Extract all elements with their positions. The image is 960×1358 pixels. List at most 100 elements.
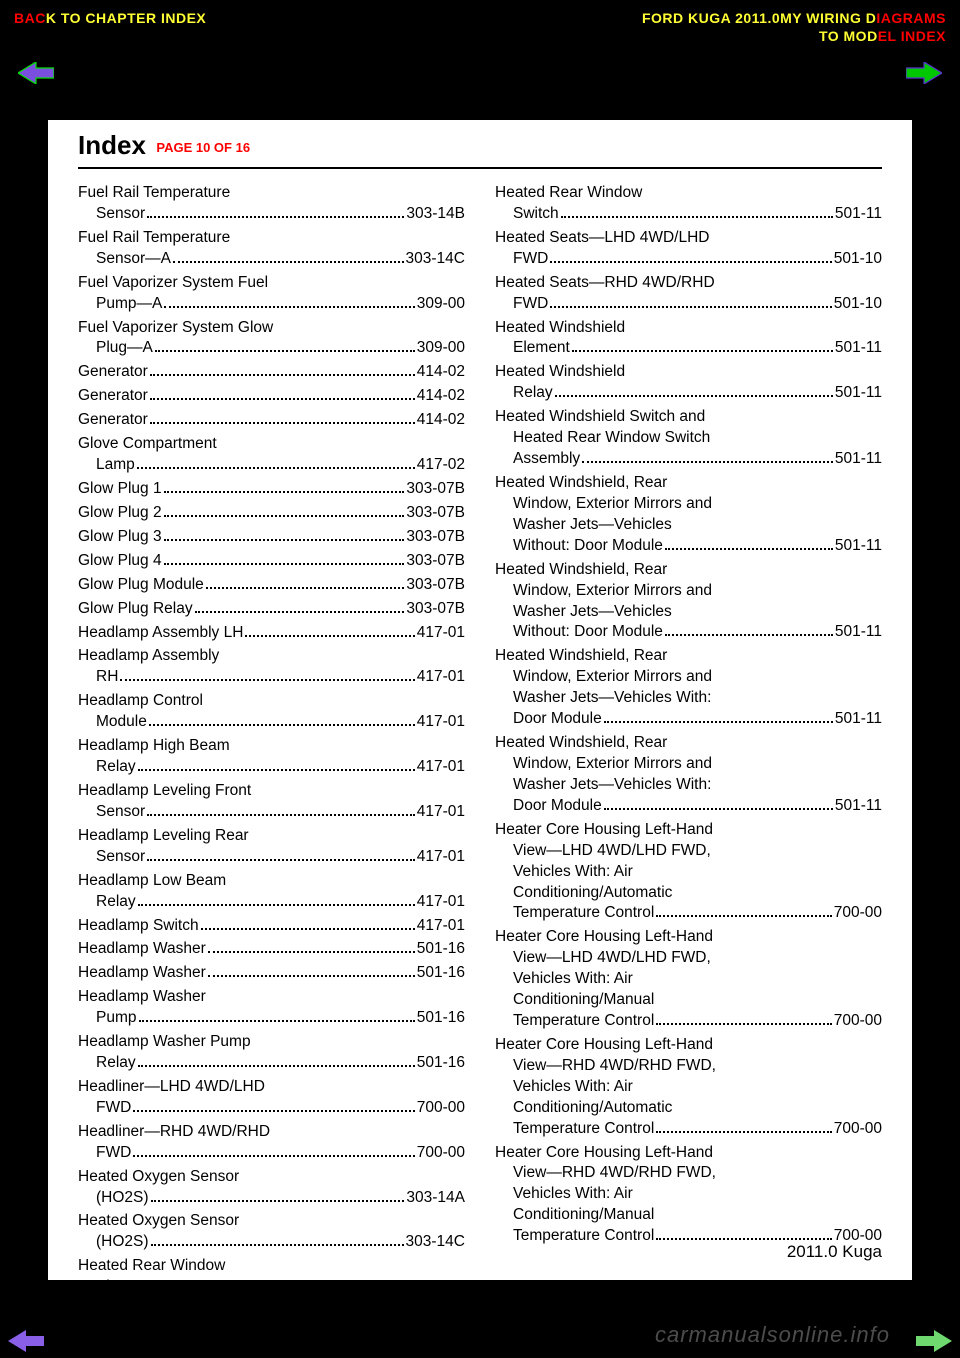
index-entry[interactable]: Headlamp Washer PumpRelay501-16: [78, 1032, 465, 1074]
next-page-arrow[interactable]: [906, 62, 942, 84]
index-entry[interactable]: Fuel Vaporizer System GlowPlug—A309-00: [78, 318, 465, 360]
index-entry-label: Headlamp Switch: [78, 916, 199, 937]
index-entry[interactable]: Generator414-02: [78, 362, 465, 383]
index-entry[interactable]: Heated Windshield Switch andHeated Rear …: [495, 407, 882, 470]
index-entry[interactable]: Heated Rear WindowSwitch501-11: [495, 183, 882, 225]
index-entry[interactable]: Headliner—LHD 4WD/LHDFWD700-00: [78, 1077, 465, 1119]
index-entry[interactable]: Heated Windshield, RearWindow, Exterior …: [495, 646, 882, 730]
index-entry-label: FWD: [96, 1098, 131, 1119]
index-entry-label: Relay: [96, 1053, 136, 1074]
index-entry-label: Pump—A: [96, 294, 162, 315]
index-entry[interactable]: Headlamp WasherPump501-16: [78, 987, 465, 1029]
index-entry-label: Temperature Control: [513, 1226, 654, 1247]
index-entry-ref: 414-02: [417, 362, 465, 383]
index-entry-label: Temperature Control: [513, 1119, 654, 1140]
leader-dots: [120, 679, 414, 681]
index-entry-line: Heated Windshield, Rear: [495, 560, 882, 581]
leader-dots: [139, 1020, 415, 1022]
to-model-index-link[interactable]: TO MODEL INDEX: [642, 28, 946, 44]
index-entry[interactable]: Heated Windshield, RearWindow, Exterior …: [495, 473, 882, 557]
index-entry-line: Vehicles With: Air: [495, 1077, 882, 1098]
index-entry[interactable]: Headlamp Low BeamRelay417-01: [78, 871, 465, 913]
index-entry[interactable]: Glow Plug Relay303-07B: [78, 599, 465, 620]
index-entry[interactable]: Glow Plug 4303-07B: [78, 551, 465, 572]
index-entry[interactable]: Glow Plug 1303-07B: [78, 479, 465, 500]
next-page-arrow-bottom[interactable]: [916, 1330, 952, 1352]
index-entry-ref: 303-14B: [406, 204, 465, 225]
leader-dots: [195, 611, 405, 613]
index-entry[interactable]: Heated Oxygen Sensor(HO2S)303-14A: [78, 1167, 465, 1209]
leader-dots: [138, 769, 415, 771]
index-entry-line: Conditioning/Manual: [495, 1205, 882, 1226]
index-entry[interactable]: Heater Core Housing Left-HandView—RHD 4W…: [495, 1035, 882, 1140]
index-columns: Fuel Rail TemperatureSensor303-14BFuel R…: [78, 183, 882, 1346]
index-entry[interactable]: Generator414-02: [78, 410, 465, 431]
index-entry-line: Heater Core Housing Left-Hand: [495, 1035, 882, 1056]
index-entry[interactable]: Headlamp Assembly LH417-01: [78, 623, 465, 644]
index-entry[interactable]: Headlamp Leveling RearSensor417-01: [78, 826, 465, 868]
index-entry-ref: 501-11: [835, 449, 882, 470]
index-entry-ref: 700-00: [834, 1011, 882, 1032]
index-entry-ref: 417-01: [417, 916, 465, 937]
index-entry[interactable]: Fuel Rail TemperatureSensor303-14B: [78, 183, 465, 225]
leader-dots: [164, 306, 414, 308]
index-entry[interactable]: Headlamp Leveling FrontSensor417-01: [78, 781, 465, 823]
leader-dots: [656, 1023, 831, 1025]
index-entry[interactable]: Headlamp High BeamRelay417-01: [78, 736, 465, 778]
prev-page-arrow-bottom[interactable]: [8, 1330, 44, 1352]
index-entry-line: View—RHD 4WD/RHD FWD,: [495, 1163, 882, 1184]
index-entry[interactable]: Headlamp AssemblyRH417-01: [78, 646, 465, 688]
index-entry-ref: 417-01: [417, 757, 465, 778]
index-entry-ref: 309-00: [417, 338, 465, 359]
index-entry[interactable]: Glow Plug 2303-07B: [78, 503, 465, 524]
index-entry[interactable]: Heater Core Housing Left-HandView—RHD 4W…: [495, 1143, 882, 1248]
index-entry-label: Temperature Control: [513, 903, 654, 924]
index-entry[interactable]: Heater Core Housing Left-HandView—LHD 4W…: [495, 820, 882, 925]
model-link-part1: TO MOD: [819, 28, 878, 44]
leader-dots: [138, 904, 415, 906]
leader-dots: [164, 515, 405, 517]
back-to-chapter-link[interactable]: BACK TO CHAPTER INDEX: [14, 10, 206, 26]
prev-page-arrow[interactable]: [18, 62, 54, 84]
index-entry[interactable]: Heated Seats—LHD 4WD/LHDFWD501-10: [495, 228, 882, 270]
index-entry[interactable]: Heated Seats—RHD 4WD/RHDFWD501-10: [495, 273, 882, 315]
index-entry[interactable]: Heated Windshield, RearWindow, Exterior …: [495, 733, 882, 817]
index-entry[interactable]: Generator414-02: [78, 386, 465, 407]
index-entry[interactable]: Heated Rear WindowElement501-11: [78, 1301, 465, 1343]
index-entry-line: View—LHD 4WD/LHD FWD,: [495, 841, 882, 862]
index-entry[interactable]: Heated WindshieldRelay501-11: [495, 362, 882, 404]
leader-dots: [208, 951, 415, 953]
index-entry-ref: 303-07B: [406, 551, 465, 572]
index-entry[interactable]: Heated WindshieldElement501-11: [495, 318, 882, 360]
index-entry[interactable]: Glove CompartmentLamp417-02: [78, 434, 465, 476]
index-entry-ref: 501-16: [417, 1008, 465, 1029]
index-entry[interactable]: Heated Windshield, RearWindow, Exterior …: [495, 560, 882, 644]
leader-dots: [150, 398, 415, 400]
index-entry[interactable]: Heated Oxygen Sensor(HO2S)303-14C: [78, 1211, 465, 1253]
index-entry-label: Temperature Control: [513, 1011, 654, 1032]
index-entry-line: Heated Rear Window: [78, 1301, 465, 1322]
index-entry[interactable]: Fuel Vaporizer System FuelPump—A309-00: [78, 273, 465, 315]
index-entry[interactable]: Headlamp Washer501-16: [78, 963, 465, 984]
index-entry-line: Vehicles With: Air: [495, 1184, 882, 1205]
index-entry-label: Door Module: [513, 709, 602, 730]
index-entry-label: Element: [513, 338, 570, 359]
leader-dots: [164, 563, 405, 565]
index-entry-line: Heated Windshield: [495, 362, 882, 383]
index-entry-line: Fuel Vaporizer System Glow: [78, 318, 465, 339]
index-entry-ref: 417-01: [417, 712, 465, 733]
index-entry[interactable]: Headlamp ControlModule417-01: [78, 691, 465, 733]
index-entry[interactable]: Headlamp Washer501-16: [78, 939, 465, 960]
index-entry[interactable]: Glow Plug 3303-07B: [78, 527, 465, 548]
index-entry-label: (HO2S): [96, 1188, 149, 1209]
index-entry[interactable]: Headliner—RHD 4WD/RHDFWD700-00: [78, 1122, 465, 1164]
index-entry-ref: 501-11: [835, 383, 882, 404]
index-entry[interactable]: Heater Core Housing Left-HandView—LHD 4W…: [495, 927, 882, 1032]
leader-dots: [138, 1065, 415, 1067]
index-entry[interactable]: Glow Plug Module303-07B: [78, 575, 465, 596]
index-entry-ref: 501-16: [417, 939, 465, 960]
leader-dots: [245, 635, 414, 637]
index-entry[interactable]: Heated Rear WindowElement501-11: [78, 1256, 465, 1298]
index-entry[interactable]: Headlamp Switch 417-01: [78, 916, 465, 937]
index-entry[interactable]: Fuel Rail TemperatureSensor—A303-14C: [78, 228, 465, 270]
